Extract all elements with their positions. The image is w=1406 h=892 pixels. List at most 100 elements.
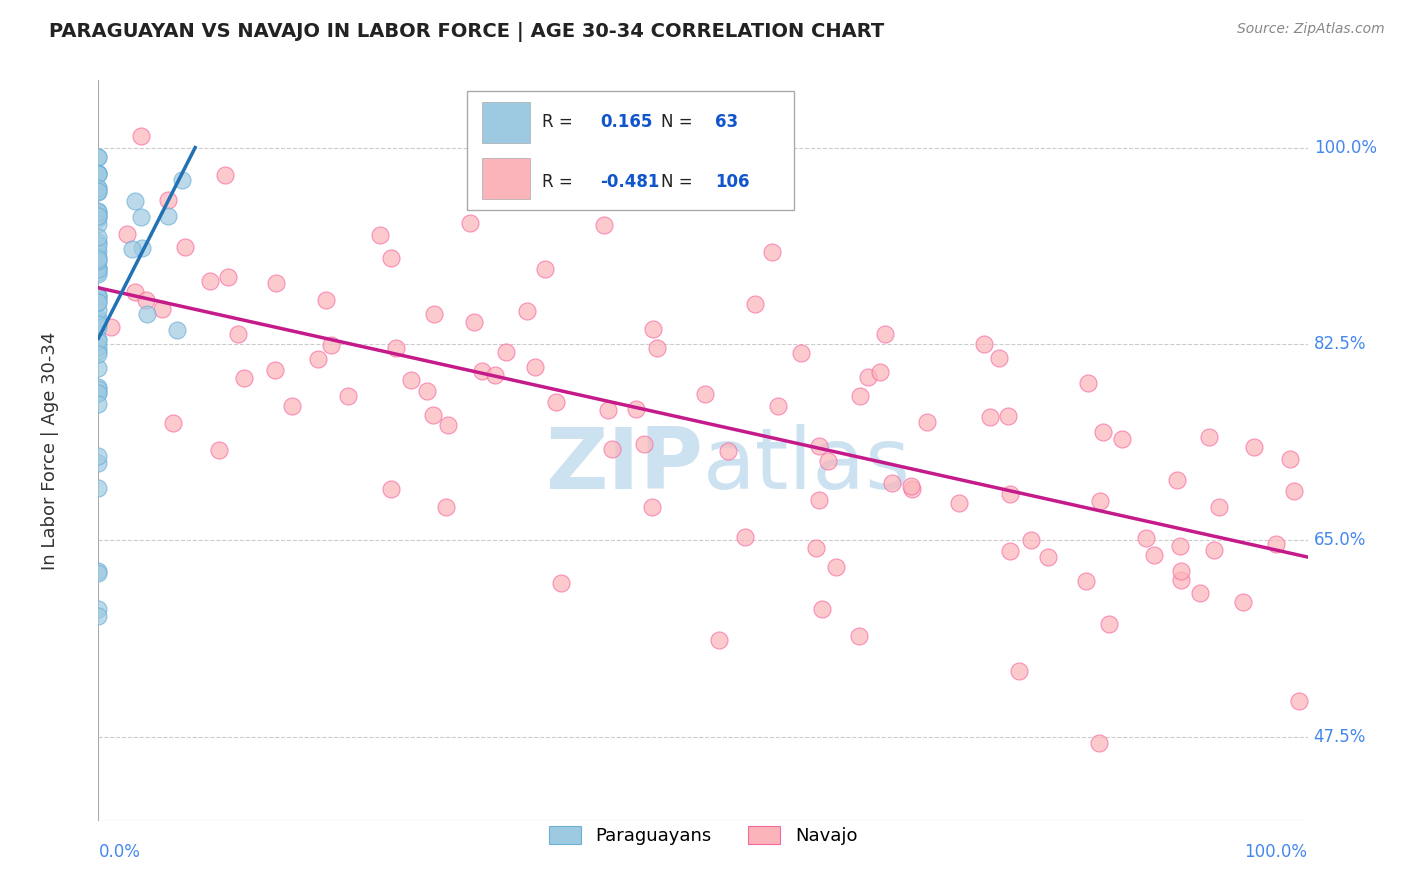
Point	[87, 184, 110, 198]
Point	[87, 332, 110, 346]
Point	[807, 439, 830, 453]
Point	[1087, 736, 1109, 750]
Point	[484, 368, 506, 383]
Point	[979, 410, 1001, 425]
Point	[811, 602, 834, 616]
Point	[1091, 425, 1114, 439]
Point	[263, 363, 285, 377]
Point	[647, 341, 669, 355]
Point	[124, 285, 146, 299]
Point	[1264, 537, 1286, 551]
Point	[1168, 539, 1191, 553]
Point	[264, 276, 287, 290]
Point	[416, 384, 439, 399]
Point	[422, 409, 444, 423]
Point	[550, 575, 572, 590]
Point	[87, 294, 110, 309]
Point	[626, 401, 648, 416]
Point	[87, 290, 110, 304]
Text: 63: 63	[716, 113, 738, 131]
Point	[808, 493, 831, 508]
Point	[1076, 574, 1098, 588]
Point	[87, 181, 110, 195]
Point	[117, 227, 139, 242]
Point	[1008, 664, 1031, 678]
Point	[87, 456, 110, 470]
Text: 100.0%: 100.0%	[1313, 138, 1376, 157]
Text: R =: R =	[543, 113, 572, 131]
Point	[1243, 440, 1265, 454]
Point	[707, 633, 730, 648]
Point	[157, 210, 180, 224]
Point	[87, 602, 110, 616]
Point	[1188, 586, 1211, 600]
Point	[87, 208, 110, 222]
Text: N =: N =	[661, 173, 692, 191]
Text: N =: N =	[661, 113, 692, 131]
Point	[321, 337, 343, 351]
Point	[131, 241, 153, 255]
Point	[717, 444, 740, 458]
Point	[1278, 451, 1301, 466]
Point	[1170, 564, 1192, 578]
Point	[1170, 573, 1192, 587]
Point	[121, 242, 143, 256]
FancyBboxPatch shape	[482, 158, 530, 199]
Point	[380, 482, 402, 496]
Point	[87, 253, 110, 268]
Text: atlas: atlas	[703, 424, 911, 507]
Text: 0.165: 0.165	[600, 113, 652, 131]
Point	[641, 500, 664, 514]
Point	[948, 496, 970, 510]
Point	[1019, 533, 1042, 548]
Point	[228, 326, 250, 341]
Point	[87, 244, 110, 258]
Point	[544, 395, 567, 409]
Point	[87, 380, 110, 394]
Point	[1142, 548, 1164, 562]
Point	[1088, 494, 1111, 508]
Point	[156, 193, 179, 207]
Point	[173, 240, 195, 254]
Text: ZIP: ZIP	[546, 424, 703, 507]
Point	[516, 303, 538, 318]
Point	[87, 150, 110, 164]
Point	[1036, 549, 1059, 564]
Point	[806, 541, 828, 556]
Point	[848, 629, 870, 643]
Text: In Labor Force | Age 30-34: In Labor Force | Age 30-34	[41, 331, 59, 570]
Point	[87, 609, 110, 624]
Point	[437, 418, 460, 433]
Point	[633, 437, 655, 451]
Point	[136, 307, 159, 321]
Point	[87, 166, 110, 180]
Point	[87, 302, 110, 317]
Point	[1166, 474, 1188, 488]
Point	[87, 181, 110, 195]
Point	[789, 346, 811, 360]
Point	[1098, 616, 1121, 631]
Point	[495, 345, 517, 359]
Point	[129, 210, 152, 224]
Point	[281, 399, 304, 413]
Point	[900, 478, 922, 492]
Point	[997, 409, 1019, 423]
Point	[988, 351, 1011, 366]
Point	[856, 370, 879, 384]
Point	[315, 293, 337, 308]
Point	[87, 385, 110, 400]
Point	[87, 340, 110, 354]
Point	[87, 250, 110, 264]
Point	[198, 274, 221, 288]
Point	[87, 252, 110, 266]
Point	[100, 320, 122, 334]
Point	[87, 209, 110, 223]
Point	[233, 371, 256, 385]
Point	[87, 204, 110, 219]
Point	[385, 341, 408, 355]
Point	[307, 351, 329, 366]
Text: Source: ZipAtlas.com: Source: ZipAtlas.com	[1237, 22, 1385, 37]
Point	[87, 260, 110, 275]
Point	[1111, 432, 1133, 446]
Point	[1282, 483, 1305, 498]
